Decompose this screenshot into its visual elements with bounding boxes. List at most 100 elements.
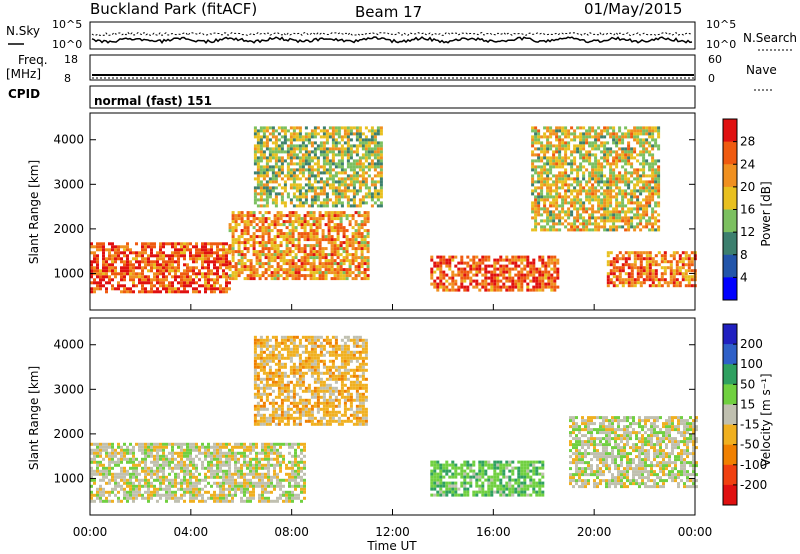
echo-cell: [493, 267, 497, 271]
echo-cell: [549, 162, 553, 166]
echo-cell: [261, 472, 264, 476]
echo-cell: [600, 198, 604, 202]
echo-cell: [213, 278, 216, 282]
echo-cell: [615, 284, 619, 288]
echo-cell: [264, 451, 267, 455]
echo-cell: [618, 171, 622, 175]
echo-cell: [222, 445, 225, 449]
echo-cell: [93, 472, 96, 476]
echo-cell: [165, 287, 168, 291]
echo-cell: [309, 274, 313, 278]
echo-cell: [256, 171, 260, 175]
echo-cell: [123, 478, 126, 482]
echo-cell: [108, 248, 111, 252]
echo-cell: [231, 475, 234, 479]
echo-cell: [213, 284, 216, 288]
echo-cell: [355, 132, 359, 136]
echo-cell: [256, 186, 260, 190]
echo-cell: [309, 262, 313, 266]
echo-cell: [331, 141, 335, 145]
echo-cell: [621, 284, 625, 288]
echo-cell: [216, 260, 219, 264]
echo-cell: [612, 141, 616, 145]
echo-cell: [331, 132, 335, 136]
echo-cell: [517, 288, 521, 292]
echo-cell: [222, 460, 225, 464]
echo-cell: [511, 267, 515, 271]
echo-cell: [531, 204, 535, 208]
echo-cell: [543, 144, 547, 148]
echo-cell: [295, 168, 299, 172]
echo-cell: [156, 290, 159, 294]
echo-cell: [606, 216, 610, 220]
echo-cell: [490, 285, 494, 289]
echo-cell: [99, 472, 102, 476]
echo-cell: [300, 217, 304, 221]
echo-cell: [279, 241, 283, 245]
echo-cell: [645, 225, 649, 229]
echo-cell: [171, 481, 174, 485]
echo-cell: [264, 490, 267, 494]
echo-cell: [213, 472, 216, 476]
echo-cell: [336, 214, 340, 218]
echo-cell: [171, 284, 174, 288]
echo-cell: [376, 147, 380, 151]
echo-cell: [246, 472, 249, 476]
noise-right-label: N.Search: [743, 31, 797, 45]
echo-cell: [358, 138, 362, 142]
echo-cell: [639, 186, 643, 190]
echo-cell: [348, 238, 352, 242]
echo-cell: [463, 270, 467, 274]
echo-cell: [345, 241, 349, 245]
echo-cell: [288, 475, 291, 479]
echo-cell: [346, 165, 350, 169]
echo-cell: [582, 189, 586, 193]
echo-cell: [307, 186, 311, 190]
echo-cell: [222, 484, 225, 488]
echo-cell: [183, 481, 186, 485]
echo-cell: [189, 493, 192, 497]
echo-cell: [609, 269, 613, 273]
echo-cell: [364, 201, 368, 205]
echo-cell: [111, 448, 114, 452]
echo-cell: [552, 213, 556, 217]
echo-cell: [654, 192, 658, 196]
echo-cell: [225, 496, 228, 500]
echo-cell: [651, 159, 655, 163]
echo-cell: [624, 132, 628, 136]
echo-cell: [348, 214, 352, 218]
echo-cell: [549, 183, 553, 187]
echo-cell: [355, 159, 359, 163]
echo-cell: [496, 261, 500, 265]
echo-cell: [289, 126, 293, 130]
echo-cell: [162, 257, 165, 261]
echo-cell: [355, 135, 359, 139]
echo-cell: [357, 229, 361, 233]
echo-cell: [558, 147, 562, 151]
echo-cell: [639, 174, 643, 178]
echo-cell: [222, 257, 225, 261]
echo-cell: [376, 165, 380, 169]
echo-cell: [120, 445, 123, 449]
echo-cell: [153, 275, 156, 279]
echo-cell: [675, 266, 679, 270]
echo-cell: [442, 285, 446, 289]
echo-cell: [150, 490, 153, 494]
echo-cell: [288, 250, 292, 254]
echo-cell: [333, 247, 337, 251]
echo-cell: [159, 457, 162, 461]
echo-cell: [222, 245, 225, 249]
echo-cell: [517, 279, 521, 283]
echo-cell: [322, 132, 326, 136]
echo-cell: [600, 186, 604, 190]
echo-cell: [303, 247, 307, 251]
echo-cell: [291, 250, 295, 254]
echo-cell: [313, 150, 317, 154]
echo-cell: [550, 261, 554, 265]
echo-cell: [126, 257, 129, 261]
echo-cell: [258, 229, 262, 233]
echo-cell: [249, 238, 253, 242]
echo-cell: [648, 129, 652, 133]
echo-cell: [642, 198, 646, 202]
echo-cell: [645, 251, 649, 255]
